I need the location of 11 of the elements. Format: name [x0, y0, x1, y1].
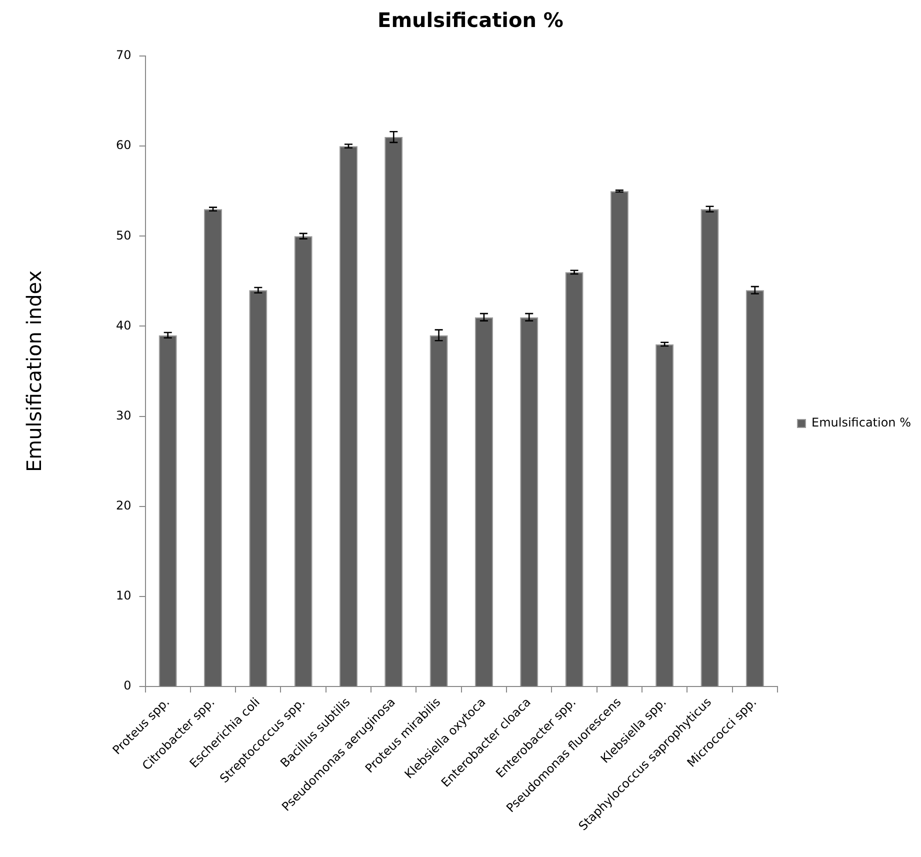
y-tick-label: 50: [116, 228, 132, 242]
legend-label: Emulsification %: [811, 416, 912, 430]
y-tick-label: 40: [116, 318, 132, 332]
y-tick-label: 60: [116, 138, 132, 152]
chart-title: Emulsification %: [378, 8, 564, 32]
y-tick-label: 20: [116, 498, 132, 512]
y-axis-title: Emulsification index: [22, 270, 46, 472]
y-tick-label: 30: [116, 408, 132, 422]
y-tick-label: 70: [116, 48, 132, 62]
y-tick-label: 0: [124, 678, 132, 693]
y-tick-label: 10: [116, 588, 132, 603]
